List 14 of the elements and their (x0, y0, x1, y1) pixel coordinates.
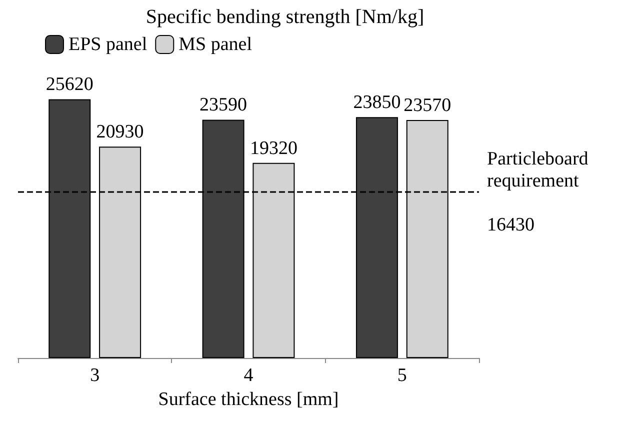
data-label: 19320 (250, 138, 298, 159)
text: Particleboard requirement 16430 (487, 148, 588, 236)
x-tick-label: 4 (244, 365, 254, 386)
x-axis-title: Surface thickness [mm] (158, 388, 339, 410)
legend-label: EPS panel (68, 34, 148, 55)
data-label: 25620 (46, 74, 94, 96)
x-tick-label: 3 (90, 365, 100, 386)
data-label: 23570 (404, 94, 452, 116)
legend-label: MS panel (178, 34, 252, 55)
data-label: 20930 (96, 122, 144, 143)
data-label: 23850 (353, 92, 401, 114)
chart-title: Specific bending strength [Nm/kg] (146, 6, 424, 28)
data-label: 23590 (200, 94, 248, 116)
x-tick-label: 5 (397, 365, 407, 386)
